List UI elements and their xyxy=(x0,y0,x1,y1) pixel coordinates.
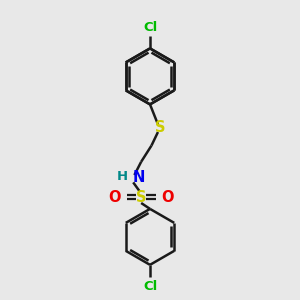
Text: O: O xyxy=(161,190,174,205)
Text: O: O xyxy=(109,190,121,205)
Text: H: H xyxy=(117,170,128,183)
Text: N: N xyxy=(132,170,145,185)
Text: Cl: Cl xyxy=(143,21,157,34)
Text: S: S xyxy=(155,120,166,135)
Text: Cl: Cl xyxy=(143,280,157,293)
Text: S: S xyxy=(136,190,146,205)
